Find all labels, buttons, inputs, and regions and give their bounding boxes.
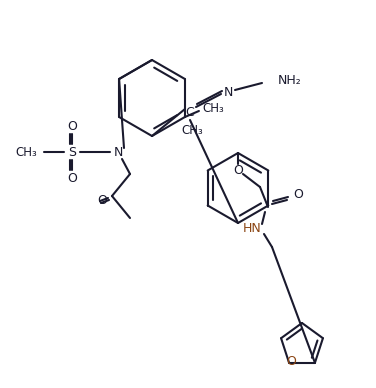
Text: O: O (233, 165, 243, 177)
Text: CH₃: CH₃ (202, 102, 224, 116)
Text: N: N (113, 146, 123, 159)
Text: HN: HN (243, 222, 261, 236)
Text: O: O (67, 171, 77, 185)
Text: N: N (223, 85, 233, 99)
Text: O: O (286, 355, 296, 368)
Text: CH₃: CH₃ (15, 146, 37, 159)
Text: O: O (293, 189, 303, 201)
Text: NH₂: NH₂ (278, 74, 302, 88)
Text: O: O (67, 120, 77, 132)
Text: C: C (186, 106, 194, 118)
Text: CH₃: CH₃ (181, 123, 203, 137)
Text: O: O (97, 194, 107, 206)
Text: S: S (68, 146, 76, 159)
